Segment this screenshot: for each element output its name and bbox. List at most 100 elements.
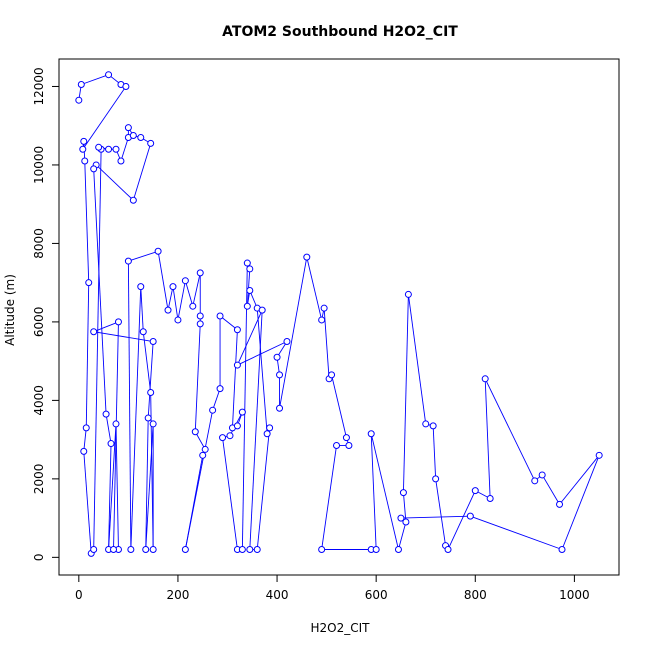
- data-point: [402, 518, 410, 526]
- data-point: [276, 404, 284, 412]
- data-point: [80, 447, 88, 455]
- series-segment: [93, 331, 154, 342]
- series-segment: [561, 455, 600, 550]
- series-segment: [256, 427, 271, 550]
- data-point: [107, 440, 115, 448]
- data-point: [328, 371, 336, 379]
- data-point: [77, 81, 85, 89]
- data-point: [199, 451, 207, 459]
- data-point: [137, 283, 145, 291]
- y-tick-label: 4000: [32, 385, 46, 416]
- data-point: [147, 389, 155, 397]
- data-point: [342, 434, 350, 442]
- data-point: [164, 306, 172, 314]
- data-point: [444, 545, 452, 553]
- series-segment: [115, 423, 119, 550]
- series-segment: [370, 433, 377, 550]
- data-point: [486, 494, 494, 502]
- data-point: [246, 287, 254, 295]
- data-point: [372, 545, 380, 553]
- data-point: [333, 442, 341, 450]
- series-segment: [130, 286, 142, 550]
- series-segment: [256, 308, 268, 434]
- series-segment: [407, 294, 427, 424]
- data-point: [432, 475, 440, 483]
- data-point: [394, 545, 402, 553]
- data-point: [80, 137, 88, 145]
- series-segment: [232, 329, 238, 428]
- data-point: [243, 259, 251, 267]
- data-point: [345, 442, 353, 450]
- data-point: [422, 420, 430, 428]
- data-point: [149, 420, 157, 428]
- series-segment: [85, 282, 90, 428]
- data-point: [466, 512, 474, 520]
- data-point: [112, 420, 120, 428]
- data-point: [238, 545, 246, 553]
- data-point: [538, 471, 546, 479]
- data-point: [246, 545, 254, 553]
- data-point: [124, 257, 132, 265]
- data-point: [90, 165, 98, 173]
- data-point: [82, 424, 90, 432]
- x-tick-label: 800: [464, 588, 487, 602]
- series-segment: [157, 251, 169, 311]
- data-point: [216, 312, 224, 320]
- data-point: [127, 545, 135, 553]
- data-point: [226, 432, 234, 440]
- series-segment: [95, 164, 134, 201]
- data-point: [558, 545, 566, 553]
- data-point: [276, 371, 284, 379]
- series-segment: [222, 437, 238, 550]
- series-segment: [81, 74, 109, 85]
- x-axis-label: H2O2_CIT: [311, 621, 371, 635]
- data-point: [196, 269, 204, 277]
- series-segment: [321, 445, 337, 550]
- series-segment: [435, 478, 446, 546]
- data-point: [112, 145, 120, 153]
- data-point: [105, 71, 113, 79]
- data-point: [85, 279, 93, 287]
- data-point: [209, 406, 217, 414]
- data-point: [149, 338, 157, 346]
- data-point: [81, 157, 89, 165]
- data-point: [404, 290, 412, 298]
- data-point: [233, 326, 241, 334]
- y-axis-label: Altitude (m): [3, 274, 17, 346]
- data-point: [129, 132, 137, 140]
- data-point: [181, 277, 189, 285]
- x-tick-label: 1000: [559, 588, 590, 602]
- series-segment: [400, 515, 471, 519]
- x-tick-label: 600: [365, 588, 388, 602]
- data-point: [105, 145, 113, 153]
- data-point: [320, 304, 328, 312]
- series-segment: [93, 149, 102, 550]
- data-point: [90, 328, 98, 336]
- series-segment: [219, 315, 238, 331]
- data-point: [124, 124, 132, 132]
- data-point: [273, 353, 281, 361]
- y-tick-label: 10000: [32, 146, 46, 184]
- data-point: [238, 408, 246, 416]
- data-point: [481, 375, 489, 383]
- series-segment: [83, 451, 92, 554]
- data-point: [144, 414, 152, 422]
- data-point: [154, 247, 162, 255]
- data-point: [266, 424, 274, 432]
- data-point: [75, 96, 83, 104]
- y-tick-label: 6000: [32, 307, 46, 338]
- series-segment: [184, 280, 194, 307]
- series-segment: [559, 455, 600, 505]
- data-point: [216, 385, 224, 393]
- data-point: [142, 545, 150, 553]
- data-point: [246, 265, 254, 273]
- data-point: [253, 545, 261, 553]
- series-segment: [370, 433, 399, 550]
- data-point: [283, 338, 291, 346]
- series-segment: [83, 427, 87, 452]
- series-segment: [192, 272, 201, 307]
- series-segment: [105, 414, 112, 444]
- series-segment: [172, 286, 179, 321]
- series-segment: [402, 294, 409, 493]
